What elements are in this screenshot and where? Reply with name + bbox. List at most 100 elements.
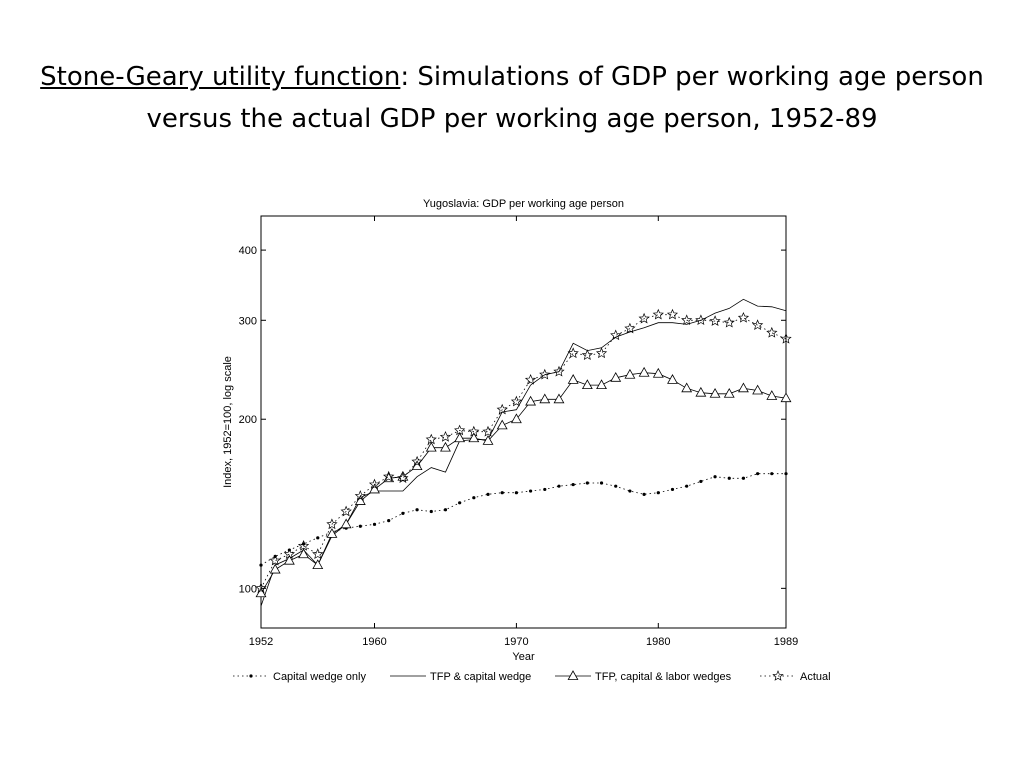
y-tick-label: 300 (239, 315, 257, 327)
point-tfp-capital-labor-wedges (766, 390, 778, 400)
point-tfp-capital-labor-wedges (425, 441, 437, 452)
point-actual (539, 368, 551, 380)
point-actual (780, 332, 792, 344)
point-tfp-capital-labor-wedges (539, 393, 551, 404)
point-actual (397, 472, 409, 484)
point-actual (255, 582, 267, 594)
point-capital-wedge-only (458, 501, 462, 505)
point-capital-wedge-only (557, 484, 561, 488)
point-actual (482, 425, 494, 437)
slide-title: Stone-Geary utility function: Simulation… (40, 56, 984, 140)
point-tfp-capital-labor-wedges (354, 495, 366, 505)
point-capital-wedge-only (642, 492, 646, 496)
series-line-tfp-capital-wedge (260, 298, 787, 607)
series-line-actual (260, 314, 787, 589)
point-tfp-capital-labor-wedges (340, 518, 352, 529)
series-line-capital-wedge-only (260, 473, 786, 566)
point-actual (510, 395, 523, 407)
point-actual (695, 314, 707, 326)
x-tick-label: 1980 (646, 636, 670, 648)
point-capital-wedge-only (514, 491, 519, 495)
point-tfp-capital-labor-wedges (269, 563, 281, 574)
point-tfp-capital-labor-wedges (567, 374, 579, 384)
point-tfp-capital-labor-wedges (496, 419, 508, 430)
point-capital-wedge-only (699, 479, 703, 484)
point-actual (368, 478, 381, 490)
point-actual (766, 326, 778, 338)
y-axis-label: Index, 1952=100, log scale (222, 356, 234, 488)
point-capital-wedge-only (401, 511, 405, 515)
point-capital-wedge-only (429, 509, 433, 514)
point-actual (553, 365, 565, 377)
point-capital-wedge-only (528, 489, 533, 493)
point-actual (354, 490, 366, 501)
point-capital-wedge-only (614, 484, 618, 488)
x-tick-label: 1970 (504, 636, 528, 648)
chart-title: Yugoslavia: GDP per working age person (423, 198, 624, 210)
point-tfp-capital-labor-wedges (681, 382, 693, 393)
point-capital-wedge-only (415, 508, 419, 512)
legend-marker-capital-wedge-only (249, 674, 253, 678)
slide-title-underlined: Stone-Geary utility function (40, 62, 401, 92)
point-capital-wedge-only (756, 472, 760, 476)
point-tfp-capital-labor-wedges (298, 548, 309, 559)
y-tick-label: 100 (239, 583, 257, 595)
point-actual (297, 539, 310, 551)
point-actual (340, 505, 352, 517)
point-capital-wedge-only (443, 508, 448, 512)
point-capital-wedge-only (387, 519, 391, 523)
point-capital-wedge-only (599, 481, 604, 485)
point-capital-wedge-only (670, 487, 675, 492)
point-actual (439, 430, 452, 442)
point-tfp-capital-labor-wedges (695, 386, 707, 397)
point-tfp-capital-labor-wedges (624, 368, 636, 379)
point-tfp-capital-labor-wedges (312, 559, 324, 569)
point-tfp-capital-labor-wedges (752, 384, 764, 395)
point-capital-wedge-only (316, 536, 320, 540)
point-actual (666, 308, 679, 320)
point-capital-wedge-only (500, 491, 504, 495)
point-actual (681, 314, 693, 326)
point-capital-wedge-only (571, 482, 575, 487)
point-tfp-capital-labor-wedges (723, 387, 735, 398)
legend-label-capital-wedge-only: Capital wedge only (273, 671, 366, 683)
point-tfp-capital-labor-wedges (440, 441, 451, 452)
point-actual (283, 548, 295, 560)
x-axis-label: Year (512, 651, 535, 663)
legend-marker-actual (772, 670, 784, 681)
point-actual (425, 433, 437, 445)
point-tfp-capital-labor-wedges (454, 432, 466, 443)
point-tfp-capital-labor-wedges (468, 432, 480, 443)
point-tfp-capital-labor-wedges (667, 374, 678, 384)
point-actual (638, 312, 650, 324)
point-tfp-capital-labor-wedges (581, 379, 593, 390)
y-tick-label: 200 (239, 414, 257, 426)
point-actual (312, 548, 324, 560)
point-tfp-capital-labor-wedges (283, 554, 295, 565)
point-capital-wedge-only (486, 492, 490, 496)
point-tfp-capital-labor-wedges (780, 392, 792, 403)
point-capital-wedge-only (259, 563, 263, 567)
point-tfp-capital-labor-wedges (553, 393, 565, 404)
point-actual (269, 554, 281, 566)
point-actual (567, 347, 579, 359)
point-actual (524, 373, 537, 385)
point-tfp-capital-labor-wedges (610, 371, 622, 382)
x-tick-label: 1952 (249, 636, 273, 648)
point-actual (383, 470, 395, 482)
point-tfp-capital-labor-wedges (255, 587, 267, 598)
point-actual (326, 518, 338, 530)
slide-title-rest: : Simulations of GDP per working age per… (146, 62, 984, 134)
series-line-tfp-capital-labor-wedges (260, 372, 787, 594)
legend-marker-tfp-capital-labor-wedges (567, 670, 579, 680)
point-capital-wedge-only (472, 496, 476, 500)
point-actual (652, 308, 664, 320)
point-actual (610, 329, 622, 341)
point-actual (752, 319, 764, 331)
point-capital-wedge-only (770, 472, 774, 476)
point-tfp-capital-labor-wedges (326, 528, 338, 538)
point-tfp-capital-labor-wedges (482, 435, 494, 445)
point-actual (468, 425, 480, 437)
point-capital-wedge-only (656, 491, 660, 495)
